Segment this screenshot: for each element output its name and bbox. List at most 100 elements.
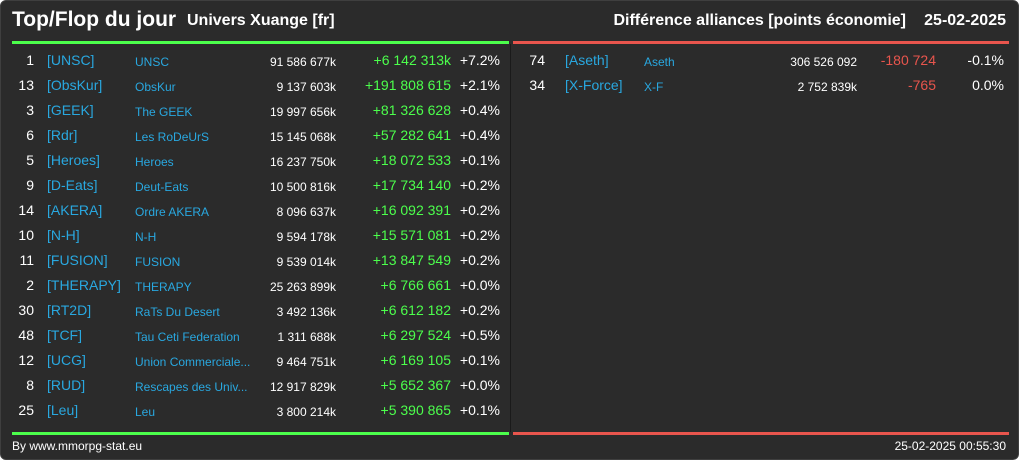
difference-label: Différence alliances [points économie] bbox=[613, 12, 906, 29]
top-row: 30 [RT2D] RaTs Du Desert 3 492 136k +6 612 1… bbox=[12, 298, 509, 323]
points-difference: +6 612 182 bbox=[380, 302, 451, 318]
alliance-name-link[interactable]: Rescapes des Univ... bbox=[135, 380, 248, 394]
points-difference: +5 652 367 bbox=[380, 377, 451, 393]
points-difference: +6 297 524 bbox=[380, 327, 451, 343]
alliance-rank: 2 bbox=[26, 277, 34, 293]
points-difference: +17 734 140 bbox=[372, 177, 451, 193]
alliance-name-link[interactable]: ObsKur bbox=[135, 80, 176, 94]
alliance-tag-link[interactable]: [THERAPY] bbox=[47, 277, 121, 293]
percent-change: +0.2% bbox=[459, 302, 500, 318]
alliance-tag-link[interactable]: [GEEK] bbox=[47, 102, 94, 118]
points-difference: +16 092 391 bbox=[372, 202, 451, 218]
percent-change: +0.2% bbox=[459, 252, 500, 268]
percent-change: +0.2% bbox=[459, 227, 500, 243]
alliance-name-link[interactable]: The GEEK bbox=[135, 105, 193, 119]
alliance-tag-link[interactable]: [UNSC] bbox=[47, 52, 95, 68]
alliance-rank: 1 bbox=[26, 52, 34, 68]
alliance-name-link[interactable]: Tau Ceti Federation bbox=[135, 330, 240, 344]
alliance-tag-link[interactable]: [RUD] bbox=[47, 377, 86, 393]
alliance-points: 16 237 750k bbox=[269, 155, 336, 169]
column-divider bbox=[510, 44, 511, 432]
alliance-points: 8 096 637k bbox=[276, 205, 336, 219]
alliance-name-link[interactable]: N-H bbox=[135, 230, 157, 244]
percent-change: +0.4% bbox=[459, 127, 500, 143]
top-list: 1 [UNSC] UNSC 91 586 677k +6 142 313k +7.2% 13… bbox=[12, 48, 509, 423]
percent-change: +0.4% bbox=[459, 102, 500, 118]
top-row: 2 [THERAPY] THERAPY 25 263 899k +6 766 661 +0… bbox=[12, 273, 509, 298]
alliance-points: 10 500 816k bbox=[269, 180, 336, 194]
percent-change: +0.0% bbox=[459, 377, 500, 393]
alliance-tag-link[interactable]: [X-Force] bbox=[565, 77, 623, 93]
alliance-tag-link[interactable]: [RT2D] bbox=[47, 302, 92, 318]
alliance-points: 3 800 214k bbox=[276, 405, 336, 419]
alliance-points: 91 586 677k bbox=[269, 55, 336, 69]
alliance-tag-link[interactable]: [TCF] bbox=[47, 327, 82, 343]
alliance-tag-link[interactable]: [AKERA] bbox=[47, 202, 103, 218]
flop-accent-bar bbox=[513, 41, 1009, 44]
alliance-rank: 11 bbox=[19, 252, 34, 268]
alliance-points: 1 311 688k bbox=[277, 330, 337, 344]
alliance-tag-link[interactable]: [Heroes] bbox=[47, 152, 100, 168]
alliance-points: 25 263 899k bbox=[269, 280, 336, 294]
alliance-name-link[interactable]: Heroes bbox=[135, 155, 174, 169]
alliance-tag-link[interactable]: [ObsKur] bbox=[47, 77, 103, 93]
percent-change: +0.1% bbox=[459, 402, 500, 418]
top-row: 10 [N-H] N-H 9 594 178k +15 571 081 +0.2% bbox=[12, 223, 509, 248]
alliance-points: 19 997 656k bbox=[269, 105, 336, 119]
alliance-name-link[interactable]: Deut-Eats bbox=[135, 180, 189, 194]
flop-row: 34 [X-Force] X-F 2 752 839k -765 0.0% bbox=[513, 73, 1009, 98]
source-credit: By www.mmorpg-stat.eu bbox=[12, 439, 143, 453]
alliance-name-link[interactable]: X-F bbox=[644, 80, 664, 94]
alliance-rank: 12 bbox=[18, 352, 34, 368]
alliance-points: 9 464 751k bbox=[276, 355, 336, 369]
top-row: 14 [AKERA] Ordre AKERA 8 096 637k +16 092 39… bbox=[12, 198, 509, 223]
top-row: 8 [RUD] Rescapes des Univ... 12 917 829k +5 … bbox=[12, 373, 509, 398]
points-difference: +6 142 313k bbox=[373, 52, 451, 68]
alliance-rank: 34 bbox=[529, 77, 545, 93]
percent-change: 0.0% bbox=[972, 77, 1004, 93]
alliance-points: 15 145 068k bbox=[269, 130, 336, 144]
points-difference: +6 766 661 bbox=[380, 277, 451, 293]
alliance-rank: 14 bbox=[18, 202, 34, 218]
percent-change: +0.0% bbox=[459, 277, 500, 293]
percent-change: +0.2% bbox=[459, 177, 500, 193]
alliance-name-link[interactable]: Union Commerciale... bbox=[135, 355, 251, 369]
points-difference: -765 bbox=[907, 77, 936, 93]
alliance-name-link[interactable]: UNSC bbox=[135, 55, 170, 69]
alliance-rank: 3 bbox=[26, 102, 34, 118]
points-difference: +57 282 641 bbox=[372, 127, 451, 143]
alliance-rank: 9 bbox=[26, 177, 34, 193]
points-difference: +191 808 615 bbox=[364, 77, 451, 93]
alliance-name-link[interactable]: Ordre AKERA bbox=[135, 205, 210, 219]
alliance-rank: 6 bbox=[26, 127, 34, 143]
alliance-points: 9 137 603k bbox=[276, 80, 336, 94]
header: Top/Flop du jour Univers Xuange [fr] Dif… bbox=[1, 1, 1018, 41]
percent-change: +0.2% bbox=[459, 202, 500, 218]
alliance-tag-link[interactable]: [D-Eats] bbox=[47, 177, 98, 193]
alliance-tag-link[interactable]: [FUSION] bbox=[47, 252, 108, 268]
alliance-tag-link[interactable]: [UCG] bbox=[47, 352, 86, 368]
alliance-name-link[interactable]: FUSION bbox=[135, 255, 181, 269]
alliance-tag-link[interactable]: [Leu] bbox=[47, 402, 79, 418]
alliance-tag-link[interactable]: [N-H] bbox=[47, 227, 80, 243]
percent-change: -0.1% bbox=[967, 52, 1004, 68]
points-difference: +18 072 533 bbox=[372, 152, 451, 168]
points-difference: +13 847 549 bbox=[372, 252, 451, 268]
alliance-name-link[interactable]: Aseth bbox=[644, 55, 675, 69]
alliance-name-link[interactable]: Leu bbox=[135, 405, 156, 419]
universe-label: Univers Xuange [fr] bbox=[187, 12, 335, 29]
alliance-points: 3 492 136k bbox=[276, 305, 336, 319]
alliance-name-link[interactable]: Les RoDeUrS bbox=[135, 130, 210, 144]
percent-change: +7.2% bbox=[459, 52, 500, 68]
flop-row: 74 [Aseth] Aseth 306 526 092 -180 724 -0.1% bbox=[513, 48, 1009, 73]
alliance-name-link[interactable]: RaTs Du Desert bbox=[135, 305, 220, 319]
footer-timestamp: 25-02-2025 00:55:30 bbox=[894, 439, 1006, 453]
alliance-tag-link[interactable]: [Aseth] bbox=[565, 52, 609, 68]
top-row: 11 [FUSION] FUSION 9 539 014k +13 847 549 +0.… bbox=[12, 248, 509, 273]
alliance-tag-link[interactable]: [Rdr] bbox=[47, 127, 78, 143]
alliance-rank: 13 bbox=[18, 77, 34, 93]
percent-change: +0.1% bbox=[459, 152, 500, 168]
top-row: 1 [UNSC] UNSC 91 586 677k +6 142 313k +7.2% bbox=[12, 48, 509, 73]
alliance-name-link[interactable]: THERAPY bbox=[135, 280, 192, 294]
